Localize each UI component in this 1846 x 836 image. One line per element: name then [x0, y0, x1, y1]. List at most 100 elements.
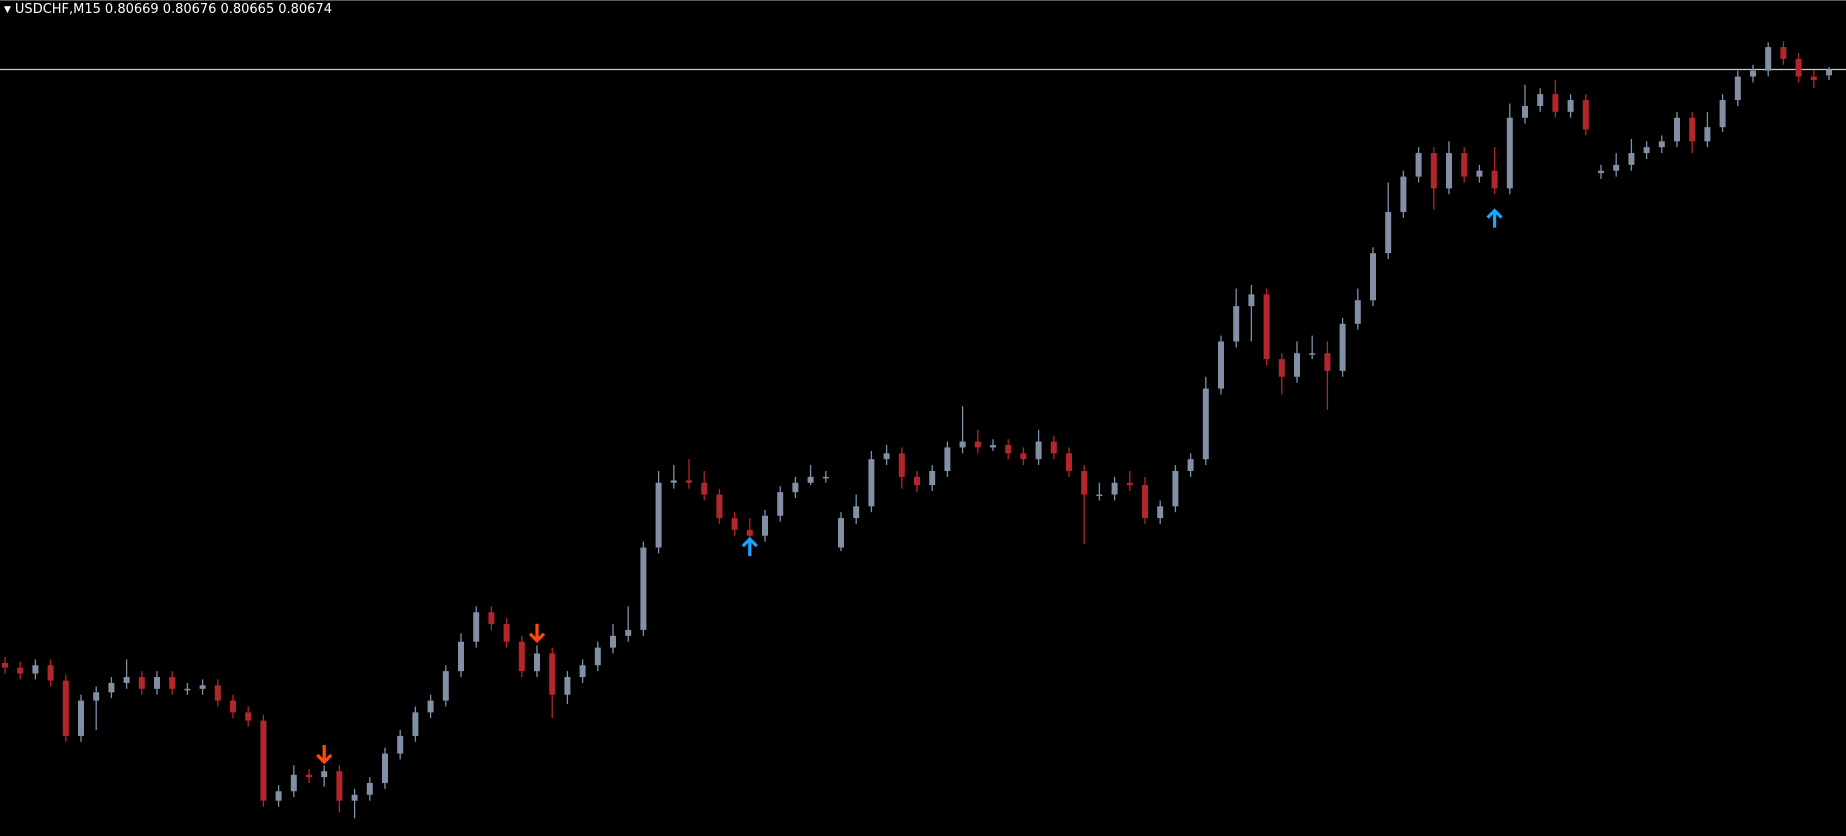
candle-body: [564, 677, 571, 695]
candle-body: [1567, 100, 1574, 112]
candle-body: [458, 641, 464, 672]
candle-body: [1066, 453, 1072, 471]
candle-body: [32, 665, 39, 674]
symbol-title: USDCHF,M15: [14, 2, 101, 17]
sell-arrow: [316, 744, 333, 765]
candle-body: [1734, 76, 1741, 101]
candle-body: [1795, 58, 1802, 77]
candle-body: [974, 441, 981, 448]
candle-body: [1430, 153, 1437, 189]
candle-body: [1248, 294, 1255, 307]
candle-body: [1370, 253, 1376, 301]
candle-body: [1643, 147, 1650, 154]
candle-body: [1294, 353, 1300, 377]
last-high: 0.80676: [162, 2, 217, 17]
candle-body: [93, 692, 100, 701]
candle-body: [716, 494, 723, 519]
candle-body: [807, 476, 814, 483]
last-open: 0.80669: [104, 2, 159, 17]
candle-body: [366, 783, 373, 795]
candle-body: [1400, 176, 1407, 212]
candle-body: [351, 794, 358, 801]
candle-body: [397, 735, 404, 754]
candle-body: [594, 647, 601, 666]
candle-body: [17, 667, 24, 674]
candle-body: [1506, 117, 1513, 189]
candle-body: [488, 612, 495, 625]
candle-body: [1339, 323, 1346, 371]
candle-body: [1415, 153, 1422, 177]
candle-body: [1172, 470, 1179, 507]
candle-body: [214, 685, 221, 701]
candle-body: [1385, 211, 1392, 254]
candle-body: [1035, 441, 1042, 460]
buy-arrow: [741, 536, 758, 557]
candle-body: [868, 459, 875, 507]
candle-body: [838, 518, 844, 548]
candle-body: [670, 480, 677, 483]
candle-body: [184, 688, 191, 691]
candle-body: [746, 529, 753, 536]
candle-body: [579, 665, 586, 678]
candle-body: [1719, 100, 1726, 128]
candle-body: [959, 441, 966, 448]
candle-body: [1142, 485, 1148, 519]
candle-body: [1522, 105, 1528, 118]
candle-body: [306, 774, 312, 778]
candle-body: [1111, 482, 1118, 495]
candle-body: [1324, 353, 1331, 371]
candle-body: [78, 700, 84, 736]
candle-body: [473, 612, 480, 642]
candle-body: [549, 653, 556, 695]
buy-arrow: [1486, 208, 1503, 228]
menu-triangle[interactable]: ▼: [4, 5, 11, 15]
last-low: 0.80665: [220, 2, 275, 17]
candle-body: [1309, 353, 1316, 355]
candle-body: [1826, 69, 1832, 76]
candle-body: [534, 653, 540, 672]
candle-body: [230, 700, 236, 713]
candle-body: [1552, 94, 1559, 112]
candle-body: [777, 492, 784, 516]
candle-body: [336, 771, 343, 801]
candle-body: [1354, 300, 1361, 324]
candle-body: [1081, 470, 1088, 495]
candle-body: [990, 445, 996, 448]
chart-header: ▼ USDCHF,M15 0.80669 0.80676 0.80665 0.80674: [4, 2, 336, 17]
candle-body: [762, 515, 768, 536]
last-close: 0.80674: [278, 2, 332, 17]
candle-body: [1233, 306, 1240, 342]
candle-body: [245, 712, 252, 721]
candle-body: [1674, 117, 1680, 142]
candle-body: [1446, 153, 1452, 189]
candle-body: [1476, 170, 1483, 177]
candle-body: [382, 753, 388, 784]
candle-body: [822, 476, 829, 479]
candle-body: [154, 677, 160, 689]
candle-body: [1750, 70, 1756, 77]
candle-body: [1096, 494, 1103, 497]
candle-body: [929, 470, 936, 486]
candle-body: [1704, 127, 1711, 142]
candle-body: [138, 677, 145, 689]
candle-body: [883, 453, 890, 460]
candle-body: [1050, 441, 1057, 454]
candle-body: [610, 635, 616, 648]
candle-body: [123, 677, 130, 683]
candle-body: [1658, 141, 1665, 148]
candle-body: [1126, 482, 1133, 486]
candle-body: [1202, 388, 1209, 460]
candle-body: [1810, 76, 1817, 81]
candle-body: [1689, 117, 1696, 142]
candle-body: [898, 453, 905, 477]
candle-body: [108, 682, 115, 693]
candle-body: [1005, 445, 1012, 454]
candle-body: [1157, 506, 1164, 519]
candle-body: [914, 476, 920, 486]
candle-body: [275, 791, 282, 801]
candle-body: [2, 662, 8, 668]
candle-body: [853, 506, 860, 519]
candle-body: [1628, 153, 1635, 165]
candle-body: [1020, 453, 1027, 460]
